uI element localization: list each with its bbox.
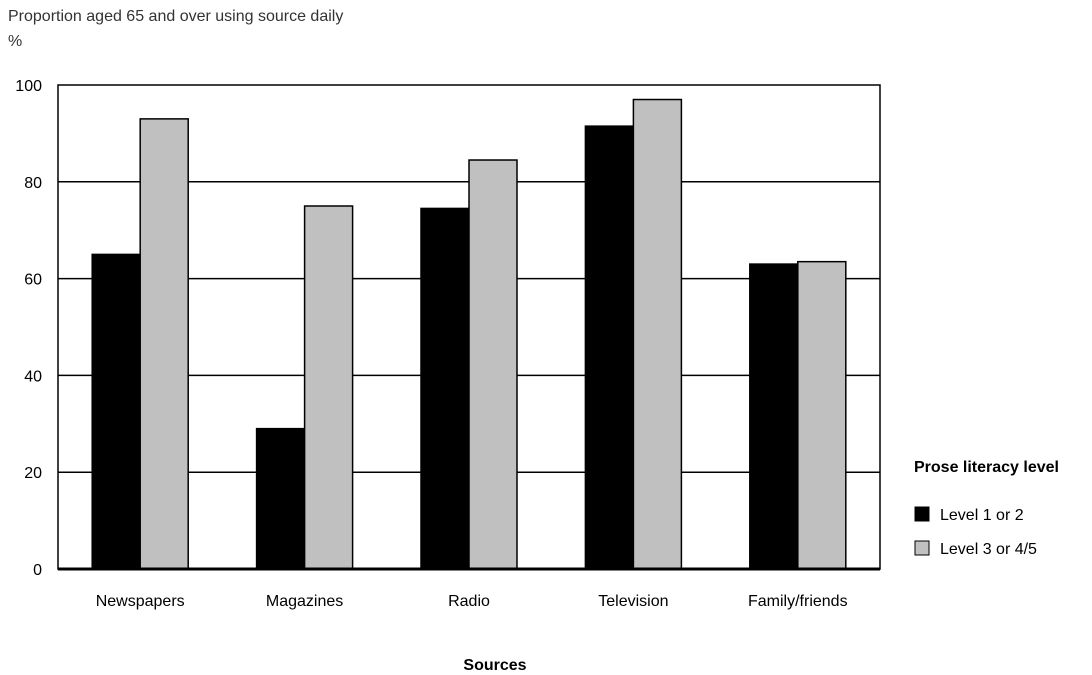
legend-label: Level 1 or 2 bbox=[940, 507, 1024, 524]
chart-title: Proportion aged 65 and over using source… bbox=[8, 8, 344, 25]
legend-label: Level 3 or 4/5 bbox=[940, 541, 1037, 558]
bar-newspapers-series-2 bbox=[139, 118, 189, 570]
x-tick-label: Radio bbox=[448, 593, 490, 610]
bar-magazines-series-2 bbox=[303, 205, 354, 570]
bar-television-series-1 bbox=[584, 125, 635, 570]
x-tick-label: Magazines bbox=[266, 593, 343, 610]
bar-radio-series-1 bbox=[420, 207, 470, 570]
y-tick-label: 80 bbox=[24, 175, 42, 192]
bar-magazines-series-1 bbox=[255, 427, 306, 570]
y-tick-label: 20 bbox=[24, 465, 42, 482]
x-tick-label: Television bbox=[598, 593, 668, 610]
legend-title: Prose literacy level bbox=[914, 459, 1059, 476]
bar-radio-series-2 bbox=[468, 159, 518, 570]
y-tick-label: 40 bbox=[24, 368, 42, 385]
x-tick-label: Family/friends bbox=[748, 593, 848, 610]
legend-swatch bbox=[914, 540, 930, 556]
x-tick-label: Newspapers bbox=[96, 593, 185, 610]
y-axis-unit-label: % bbox=[8, 33, 23, 50]
bar-television-series-2 bbox=[632, 98, 683, 570]
y-tick-label: 0 bbox=[33, 562, 42, 579]
x-axis-title: Sources bbox=[463, 657, 526, 674]
y-tick-label: 100 bbox=[15, 78, 42, 95]
bar-family-friends-series-1 bbox=[749, 263, 799, 570]
legend-swatch bbox=[914, 506, 930, 522]
bar-newspapers-series-1 bbox=[91, 253, 141, 570]
y-tick-label: 60 bbox=[24, 272, 42, 289]
legend: Prose literacy level Level 1 or 2 Level 3… bbox=[914, 459, 1059, 558]
bar-family-friends-series-2 bbox=[797, 260, 847, 570]
